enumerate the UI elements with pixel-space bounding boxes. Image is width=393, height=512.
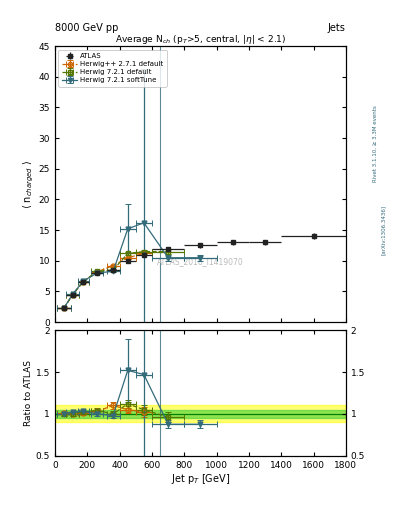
Text: 8000 GeV pp: 8000 GeV pp xyxy=(55,23,118,33)
Bar xyxy=(55,406,346,422)
Y-axis label: ⟨ n$_{charged}$ ⟩: ⟨ n$_{charged}$ ⟩ xyxy=(22,159,36,209)
Text: Rivet 3.1.10, ≥ 3.3M events: Rivet 3.1.10, ≥ 3.3M events xyxy=(373,105,378,182)
Title: Average N$_{ch}$ (p$_{T}$>5, central, |$\eta$| < 2.1): Average N$_{ch}$ (p$_{T}$>5, central, |$… xyxy=(115,33,286,46)
Text: ATLAS_2016_I1419070: ATLAS_2016_I1419070 xyxy=(157,257,244,266)
Legend: ATLAS, Herwig++ 2.7.1 default, Herwig 7.2.1 default, Herwig 7.2.1 softTune: ATLAS, Herwig++ 2.7.1 default, Herwig 7.… xyxy=(59,50,167,87)
X-axis label: Jet p$_{T}$ [GeV]: Jet p$_{T}$ [GeV] xyxy=(171,472,230,486)
Bar xyxy=(55,410,346,418)
Text: Jets: Jets xyxy=(328,23,346,33)
Text: [arXiv:1306.3436]: [arXiv:1306.3436] xyxy=(381,205,386,255)
Y-axis label: Ratio to ATLAS: Ratio to ATLAS xyxy=(24,360,33,426)
